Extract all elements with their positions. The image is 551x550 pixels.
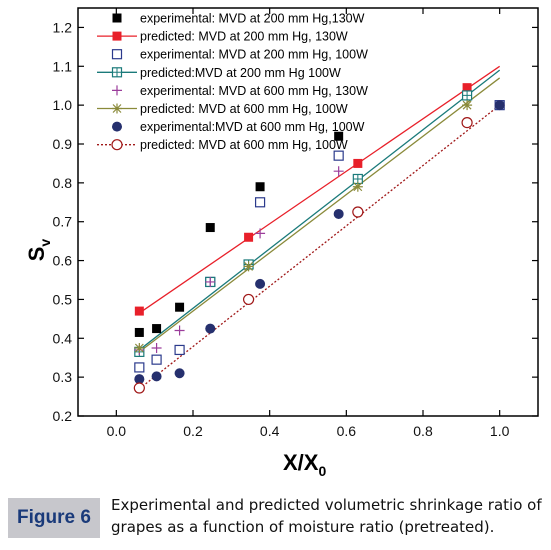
data-points [133,83,505,394]
x-tick-label: 0.4 [260,423,280,439]
x-tick-label: 1.0 [490,423,510,439]
y-axis-title: Sv [24,239,53,262]
x-tick-label: 0.0 [107,423,127,439]
y-tick-label: 0.9 [53,136,73,152]
data-point-s6 [333,208,344,219]
y-tick-label: 1.0 [53,97,73,113]
y-tick-label: 0.6 [53,253,73,269]
data-point-s4 [333,166,344,177]
legend: experimental: MVD at 200 mm Hg,130W predi… [97,12,368,152]
data-point-s4 [174,325,185,336]
y-tick-label: 1.2 [53,19,73,35]
legend-marker-4 [112,85,122,96]
y-tick-label: 0.7 [53,214,73,230]
legend-label-5: predicted: MVD at 600 mm Hg, 100W [140,102,348,116]
legend-label-2: experimental: MVD at 200 mm Hg, 100W [140,48,368,62]
data-point-s0 [175,302,185,312]
data-point-s6 [174,368,185,379]
data-point-s4 [255,228,266,239]
axes: 0.0 0.2 0.4 0.6 0.8 1.0 0.2 0.3 0.4 0.5 0.6 0.7 0.8 0… [53,8,538,439]
data-point-s6 [494,100,505,111]
legend-marker-0 [112,13,122,23]
data-point-s0 [152,324,162,334]
legend-marker-7 [111,139,123,151]
y-tick-label: 0.2 [53,408,73,424]
legend-marker-2 [111,49,123,60]
fit-line-1 [138,65,501,314]
data-point-s0 [205,223,215,233]
figure-caption: Figure 6 Experimental and predicted volu… [8,494,546,546]
data-point-s2 [254,197,266,208]
x-tick-label: 0.6 [337,423,357,439]
data-point-s2 [333,150,344,161]
data-point-s5 [462,100,473,111]
data-point-s6 [255,278,266,289]
data-point-s1 [134,306,144,316]
data-point-s2 [134,362,145,373]
data-point-s2 [151,354,162,365]
y-tick-label: 1.1 [53,58,73,74]
data-point-s1 [244,232,254,242]
legend-marker-1 [112,31,122,41]
legend-label-0: experimental: MVD at 200 mm Hg,130W [140,12,365,26]
x-axis-title: X/X0 [283,450,326,479]
legend-label-1: predicted: MVD at 200 mm Hg, 130W [140,30,348,44]
legend-marker-6 [112,121,122,132]
data-point-s0 [134,327,144,337]
legend-label-6: experimental:MVD at 600 mm Hg, 100W [140,120,365,134]
data-point-s5 [352,181,363,192]
data-point-s7 [133,382,145,394]
data-point-s1 [353,158,363,168]
shrinkage-chart: 0.0 0.2 0.4 0.6 0.8 1.0 0.2 0.3 0.4 0.5 0.6 0.7 0.8 0… [24,7,539,479]
data-point-s5 [134,343,145,353]
data-point-s6 [134,374,145,385]
data-point-s7 [352,206,364,218]
figure-label: Figure 6 [8,498,100,538]
legend-label-3: predicted:MVD at 200 mm Hg 100W [140,66,341,80]
data-point-s6 [205,323,216,334]
legend-label-7: predicted: MVD at 600 mm Hg, 100W [140,138,348,152]
data-point-s4 [151,343,162,353]
figure-caption-text: Experimental and predicted volumetric sh… [111,496,542,536]
data-point-s7 [242,293,255,306]
x-tick-label: 0.2 [183,423,203,439]
data-point-s4 [205,276,216,287]
y-tick-label: 0.5 [53,291,73,307]
data-point-s5 [243,261,254,272]
legend-label-4: experimental: MVD at 600 mm Hg, 130W [140,84,368,98]
fit-lines [138,65,501,390]
data-point-s2 [174,344,185,356]
data-point-s0 [334,131,344,141]
data-point-s6 [151,371,162,382]
y-tick-label: 0.3 [53,369,73,385]
fit-line-5 [138,77,501,353]
legend-marker-3 [111,67,123,78]
y-tick-label: 0.8 [53,175,73,191]
data-point-s0 [255,182,265,192]
data-point-s1 [462,83,472,93]
plot-frame [77,7,539,417]
fit-line-7 [138,104,501,390]
data-point-s7 [461,117,473,129]
fit-line-3 [138,69,501,351]
data-point-s3 [461,90,473,101]
x-tick-label: 0.8 [413,423,433,439]
legend-marker-5 [112,103,122,114]
y-tick-label: 0.4 [53,330,73,346]
